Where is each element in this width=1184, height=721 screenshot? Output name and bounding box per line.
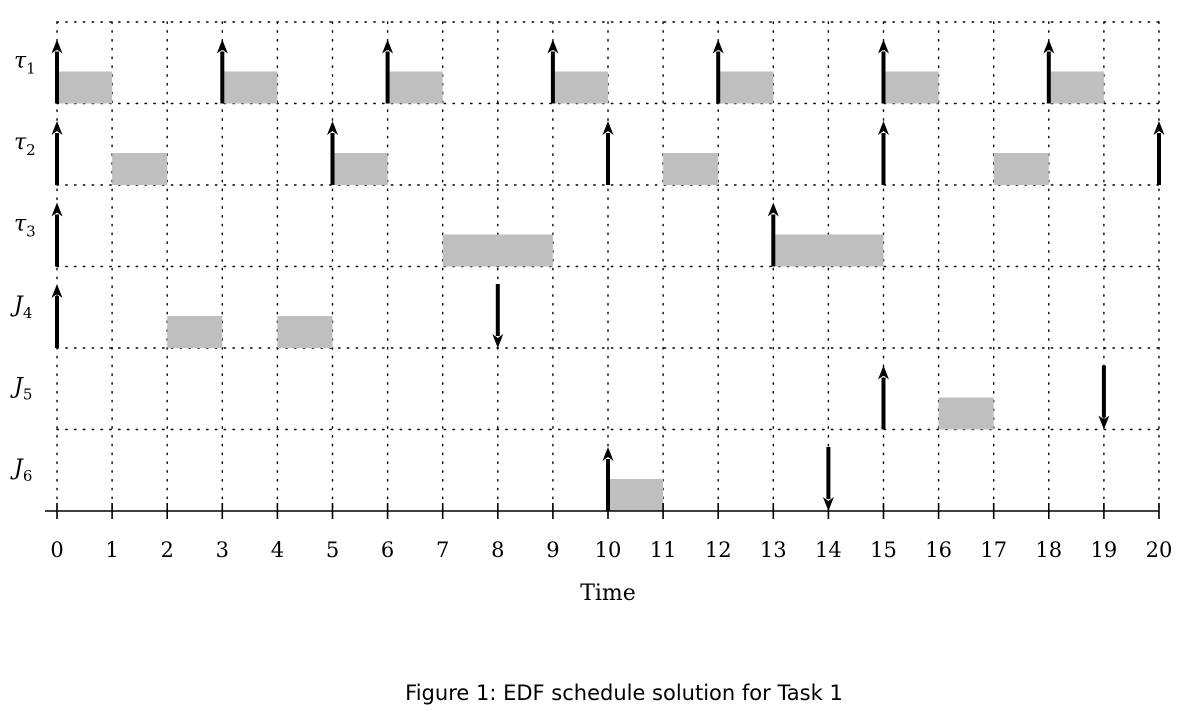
release-arrow bbox=[216, 39, 228, 104]
row-label-subscript: 2 bbox=[26, 141, 36, 159]
execution-block bbox=[552, 71, 608, 104]
row-label-subscript: 1 bbox=[26, 60, 36, 78]
execution-block bbox=[332, 153, 388, 185]
release-arrow bbox=[878, 121, 889, 185]
row-label: J6 bbox=[10, 456, 32, 485]
release-arrow-head bbox=[878, 121, 889, 135]
tick-label: 17 bbox=[980, 538, 1007, 562]
release-arrow-head bbox=[878, 39, 889, 54]
execution-block bbox=[57, 71, 113, 104]
row-label-subscript: 5 bbox=[23, 386, 33, 404]
tick-label: 8 bbox=[491, 538, 504, 562]
release-arrow-head bbox=[878, 365, 889, 380]
release-arrow-head bbox=[602, 447, 614, 461]
tick-label: 19 bbox=[1091, 538, 1118, 562]
time-axis: 0 1 2 3 4 5 6 7 8 9 10 11 12 13 14 15 16 17 18 19 20 bbox=[45, 503, 1172, 562]
tick-label: 11 bbox=[650, 538, 677, 562]
figure-caption: Figure 1: EDF schedule solution for Task… bbox=[405, 681, 843, 705]
release-arrow-head bbox=[547, 39, 559, 54]
execution-block bbox=[883, 71, 939, 104]
execution-block bbox=[222, 71, 278, 104]
release-arrow-head bbox=[216, 39, 228, 54]
release-arrow bbox=[51, 284, 63, 348]
execution-block bbox=[938, 397, 994, 430]
execution-block bbox=[442, 234, 553, 267]
tick-label: 9 bbox=[546, 538, 559, 562]
release-arrow-head bbox=[51, 202, 63, 217]
row-label: τ3 bbox=[14, 212, 36, 241]
execution-block bbox=[773, 234, 884, 267]
event-arrows bbox=[51, 39, 1165, 511]
release-arrow bbox=[51, 39, 63, 104]
execution-blocks bbox=[57, 71, 1104, 511]
release-arrow bbox=[547, 39, 559, 104]
release-arrow-head bbox=[327, 121, 338, 135]
tick-label: 7 bbox=[436, 538, 449, 562]
tick-label: 16 bbox=[925, 538, 952, 562]
execution-block bbox=[663, 153, 719, 185]
tick-label: 14 bbox=[815, 538, 842, 562]
release-arrow bbox=[878, 39, 889, 104]
release-arrow bbox=[51, 202, 63, 267]
execution-block bbox=[277, 316, 333, 348]
row-labels: τ1 τ2 τ3 J4 J5 J6 bbox=[10, 49, 36, 486]
row-label: J4 bbox=[10, 293, 32, 322]
execution-block bbox=[608, 479, 664, 511]
tick-label: 18 bbox=[1035, 538, 1062, 562]
tick-label: 12 bbox=[705, 538, 732, 562]
release-arrow-head bbox=[1153, 121, 1165, 135]
tick-label: 10 bbox=[595, 538, 622, 562]
deadline-arrow bbox=[1098, 365, 1110, 430]
release-arrow-head bbox=[51, 284, 63, 298]
deadline-arrow bbox=[822, 447, 834, 511]
execution-block bbox=[167, 316, 223, 348]
release-arrow bbox=[382, 39, 394, 104]
release-arrow-head bbox=[51, 39, 63, 54]
tick-label: 1 bbox=[105, 538, 118, 562]
tick-label: 4 bbox=[271, 538, 284, 562]
tick-label: 0 bbox=[50, 538, 63, 562]
execution-block bbox=[718, 71, 774, 104]
execution-block bbox=[387, 71, 443, 104]
row-label-subscript: 4 bbox=[23, 304, 33, 322]
release-arrow-head bbox=[767, 202, 779, 217]
tick-label: 6 bbox=[381, 538, 394, 562]
release-arrow-head bbox=[382, 39, 394, 54]
row-label: J5 bbox=[10, 375, 32, 404]
deadline-arrow bbox=[492, 284, 504, 348]
execution-block bbox=[993, 153, 1049, 185]
release-arrow bbox=[51, 121, 63, 185]
tick-label: 15 bbox=[870, 538, 897, 562]
release-arrow-head bbox=[712, 39, 724, 54]
release-arrow bbox=[767, 202, 779, 267]
release-arrow bbox=[602, 447, 614, 511]
execution-block bbox=[112, 153, 168, 185]
tick-label: 20 bbox=[1146, 538, 1173, 562]
release-arrow bbox=[878, 365, 889, 430]
row-label: τ2 bbox=[14, 130, 36, 159]
row-label: τ1 bbox=[14, 49, 36, 78]
release-arrow bbox=[1043, 39, 1055, 104]
release-arrow-head bbox=[51, 121, 63, 135]
release-arrow bbox=[327, 121, 338, 185]
execution-block bbox=[1048, 71, 1104, 104]
release-arrow bbox=[602, 121, 614, 185]
tick-label: 2 bbox=[161, 538, 174, 562]
deadline-arrow-head bbox=[492, 334, 504, 348]
tick-label: 13 bbox=[760, 538, 787, 562]
release-arrow bbox=[1153, 121, 1165, 185]
row-label-subscript: 6 bbox=[23, 467, 33, 485]
axis-title: Time bbox=[580, 581, 636, 606]
tick-label: 5 bbox=[326, 538, 339, 562]
tick-label: 3 bbox=[216, 538, 229, 562]
row-label-subscript: 3 bbox=[26, 223, 36, 241]
release-arrow-head bbox=[1043, 39, 1055, 54]
release-arrow bbox=[712, 39, 724, 104]
deadline-arrow-head bbox=[1098, 415, 1110, 430]
release-arrow-head bbox=[602, 121, 614, 135]
